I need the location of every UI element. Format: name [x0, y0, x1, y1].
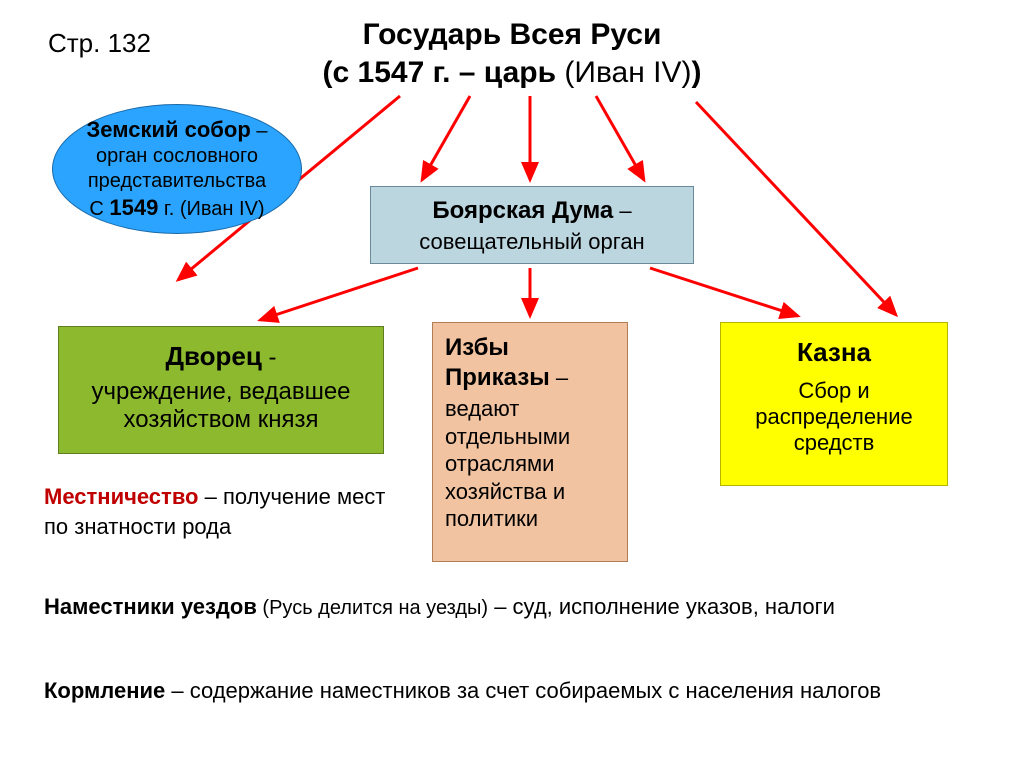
node-kazna: Казна Сбор и распределение средств	[720, 322, 948, 486]
izby-desc5: политики	[433, 505, 627, 543]
title-line1: Государь Всея Руси	[363, 18, 662, 51]
izby-desc2: отдельными	[433, 423, 627, 451]
zemsky-title: Земский собор	[87, 117, 251, 142]
diagram-title: Государь Всея Руси (с 1547 г. – царь (Ив…	[0, 16, 1024, 91]
term-kormlenie: Кормление – содержание наместников за сч…	[44, 676, 984, 706]
izby-desc3: отраслями	[433, 450, 627, 478]
kazna-title: Казна	[797, 337, 871, 367]
kormlenie-term: Кормление	[44, 678, 165, 703]
term-namestniki: Наместники уездов (Русь делится на уезды…	[44, 592, 984, 622]
node-izby-prikazy: Избы Приказы – ведают отдельными отрасля…	[432, 322, 628, 562]
zemsky-desc1: орган сословного	[96, 144, 258, 169]
izby-title2: Приказы	[445, 364, 550, 391]
kazna-desc1: Сбор и	[721, 378, 947, 404]
title-line2: (с 1547 г. – царь (Иван IV))	[323, 56, 702, 89]
dvorets-desc1: учреждение, ведавшее	[59, 378, 383, 406]
zemsky-desc2: представительства	[88, 169, 266, 194]
term-mestnichestvo: Местничество – получение мест по знатнос…	[44, 482, 404, 541]
kazna-desc2: распределение	[721, 404, 947, 430]
zemsky-desc3: С 1549 г. (Иван IV)	[89, 194, 264, 222]
izby-desc4: хозяйства и	[433, 478, 627, 506]
duma-title: Боярская Дума	[432, 197, 613, 224]
dvorets-title: Дворец	[165, 341, 261, 371]
izby-title1: Избы	[445, 334, 509, 361]
kazna-desc3: средств	[721, 430, 947, 456]
duma-desc: совещательный орган	[371, 229, 693, 265]
zemsky-title-line: Земский собор –	[87, 116, 268, 144]
node-zemsky-sobor: Земский собор – орган сословного предста…	[52, 104, 302, 234]
namestniki-term: Наместники уездов	[44, 594, 257, 619]
dvorets-desc2: хозяйством князя	[59, 406, 383, 434]
node-boyarskaya-duma: Боярская Дума – совещательный орган	[370, 186, 694, 264]
izby-desc1: ведают	[433, 395, 627, 423]
node-dvorets: Дворец - учреждение, ведавшее хозяйством…	[58, 326, 384, 454]
mestnichestvo-term: Местничество	[44, 484, 199, 509]
